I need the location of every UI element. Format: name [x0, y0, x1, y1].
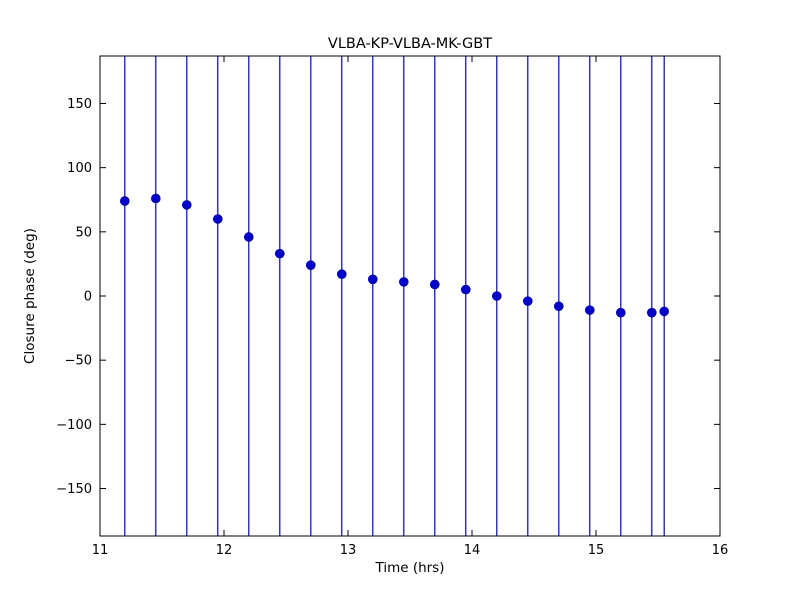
data-point — [336, 269, 347, 279]
x-tick-label: 16 — [712, 543, 729, 558]
data-point — [244, 232, 254, 242]
data-points — [120, 193, 670, 318]
data-point — [460, 284, 471, 295]
x-axis-label: Time (hrs) — [374, 560, 444, 576]
data-point — [274, 248, 285, 259]
y-tick-label: 0 — [84, 290, 92, 305]
y-tick-label: 150 — [67, 97, 92, 112]
x-tick-label: 11 — [92, 543, 109, 558]
plot-frame — [99, 55, 721, 537]
data-point — [429, 279, 440, 290]
data-point — [553, 301, 564, 312]
data-point — [615, 307, 626, 318]
data-point — [584, 305, 595, 315]
axis-ticks — [99, 56, 721, 536]
data-point — [213, 214, 223, 224]
data-point — [182, 200, 192, 210]
error-bars — [124, 56, 665, 536]
data-point — [522, 296, 533, 306]
data-point — [367, 274, 378, 285]
x-tick-label: 15 — [588, 543, 605, 558]
data-point — [120, 196, 130, 206]
y-tick-label: −150 — [56, 482, 92, 497]
data-point — [646, 307, 657, 318]
chart-title: VLBA-KP-VLBA-MK-GBT — [328, 36, 492, 52]
tick-labels: 11 12 13 14 15 16 −150 −100 −50 0 50 100 150 — [56, 97, 728, 558]
data-point — [305, 260, 316, 270]
x-tick-label: 12 — [216, 543, 233, 558]
y-tick-label: −100 — [56, 418, 92, 433]
data-point — [151, 193, 161, 204]
plot-border — [99, 55, 721, 537]
data-point — [491, 291, 502, 301]
x-tick-label: 13 — [340, 543, 357, 558]
data-point — [398, 277, 409, 287]
y-axis-label: Closure phase (deg) — [22, 228, 38, 364]
data-point — [659, 306, 670, 317]
y-tick-label: 50 — [75, 225, 92, 240]
y-tick-label: 100 — [67, 161, 92, 176]
x-tick-label: 14 — [464, 543, 481, 558]
y-tick-label: −50 — [65, 354, 92, 369]
